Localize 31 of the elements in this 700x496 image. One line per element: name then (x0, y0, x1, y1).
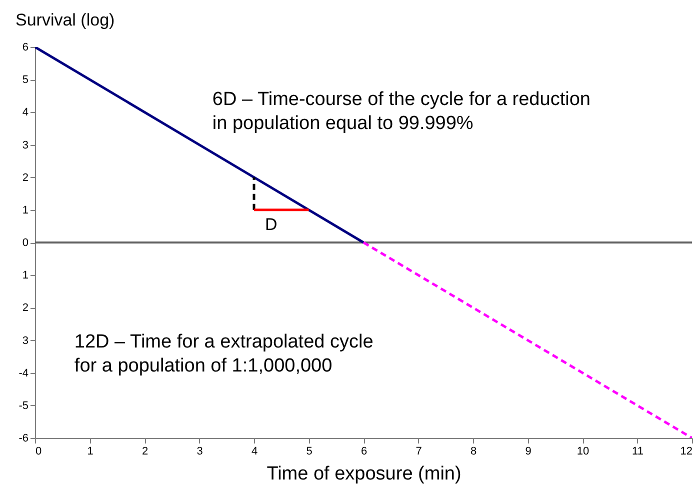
x-tick-label: 1 (87, 446, 94, 458)
y-tick-label: 6 (22, 42, 28, 54)
annotation: 6D – Time-course of the cycle for a reduction in population equal to 99.999% (212, 89, 590, 134)
x-tick-label: 0 (36, 446, 42, 458)
x-tick-label: 5 (306, 446, 312, 458)
x-tick-label: 9 (525, 446, 532, 458)
y-tick-label: 1 (22, 270, 28, 282)
annotation: 12D – Time for a extrapolated cycle for a population of 1:1,000,000 (74, 331, 374, 376)
y-tick-label: 2 (22, 302, 28, 314)
x-tick-label: 10 (576, 446, 590, 458)
y-tick-label: -4 (18, 367, 28, 380)
y-tick-label: 3 (22, 139, 28, 152)
x-tick-label: 12 (680, 446, 692, 458)
x-tick-label: 7 (416, 446, 422, 458)
x-tick-label: 8 (470, 446, 477, 458)
y-tick-label: -6 (18, 432, 28, 444)
y-tick-label: -5 (18, 400, 28, 412)
x-tick-label: 2 (142, 446, 148, 458)
y-tick-label: 3 (22, 334, 28, 347)
x-tick-label: 3 (196, 446, 203, 458)
x-tick-label: 4 (251, 446, 258, 458)
y-axis-title: Survival (log) (16, 10, 115, 30)
y-tick-label: 2 (22, 172, 28, 184)
x-tick-label: 6 (360, 446, 368, 458)
y-tick-label: 1 (22, 204, 28, 216)
annotation: D (264, 215, 278, 234)
y-tick-label: 5 (22, 74, 28, 86)
x-axis-title: Time of exposure (min) (266, 464, 462, 484)
x-tick-label: 11 (632, 446, 644, 458)
y-tick-label: 4 (22, 106, 28, 119)
y-tick-label: 0 (22, 237, 28, 249)
